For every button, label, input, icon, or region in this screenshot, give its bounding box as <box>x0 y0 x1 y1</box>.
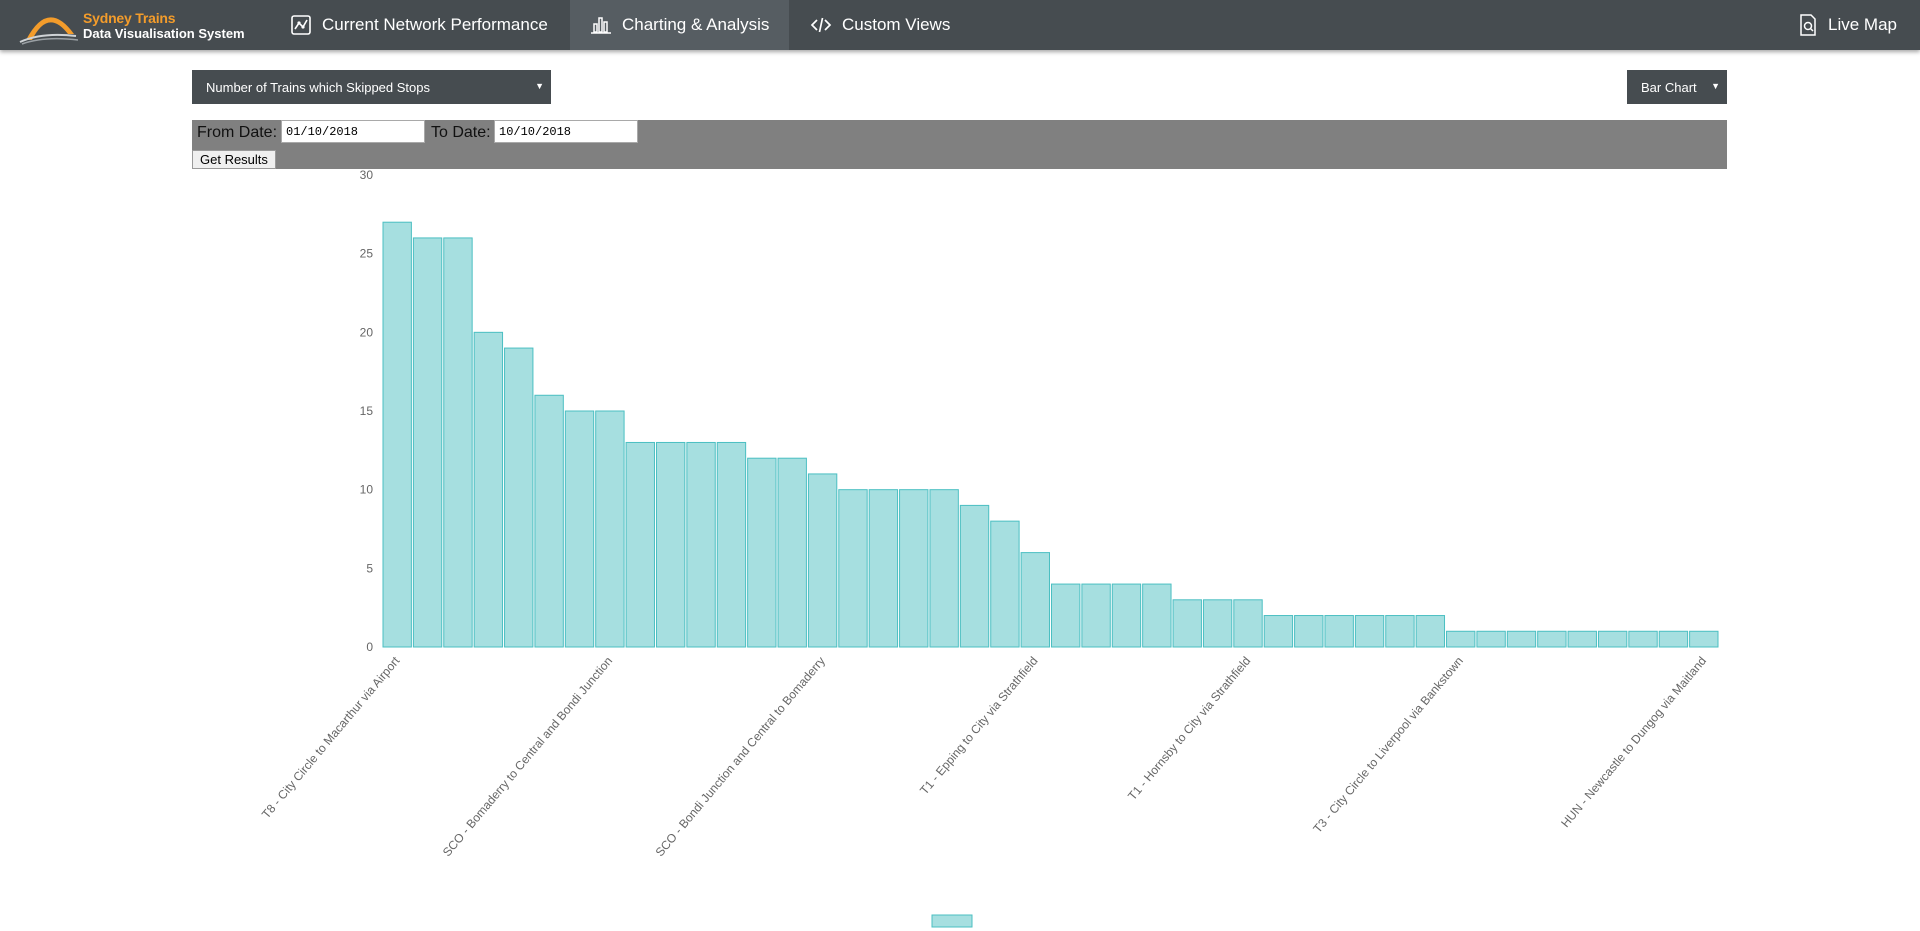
y-tick-label: 30 <box>360 168 374 182</box>
arch-logo-icon <box>19 17 79 45</box>
bar[interactable] <box>382 221 412 648</box>
bar[interactable] <box>1324 615 1354 648</box>
bar[interactable] <box>686 441 716 648</box>
bar[interactable] <box>1020 552 1051 648</box>
x-tick-label: T8 - City Circle to Macarthur via Airpor… <box>259 653 403 821</box>
bar[interactable] <box>1597 630 1628 648</box>
x-axis-labels: T8 - City Circle to Macarthur via Airpor… <box>259 653 1709 859</box>
bar[interactable] <box>534 394 564 648</box>
bar[interactable] <box>625 441 655 648</box>
y-tick-label: 0 <box>366 640 373 654</box>
bar[interactable] <box>959 504 990 648</box>
x-tick-label: SCO - Bondi Junction and Central to Boma… <box>653 654 828 859</box>
nav-custom-views[interactable]: Custom Views <box>810 0 950 50</box>
y-tick-label: 5 <box>366 561 373 575</box>
bar[interactable] <box>1567 630 1597 648</box>
network-map-icon <box>291 15 311 35</box>
brand-subtitle: Data Visualisation System <box>83 26 245 41</box>
bar[interactable] <box>655 441 686 648</box>
bar[interactable] <box>1294 615 1324 648</box>
get-results-button[interactable]: Get Results <box>192 150 276 169</box>
y-tick-label: 25 <box>360 247 374 261</box>
bar[interactable] <box>838 489 868 648</box>
chart-type-select[interactable]: Bar Chart ▼ <box>1627 70 1727 104</box>
bar[interactable] <box>1263 615 1294 648</box>
nav-charting-analysis[interactable]: Charting & Analysis <box>570 0 790 50</box>
chart-type-value: Bar Chart <box>1641 79 1697 95</box>
bar[interactable] <box>1202 599 1233 648</box>
bar[interactable] <box>1233 599 1263 648</box>
code-icon <box>810 17 832 33</box>
bar[interactable] <box>1506 630 1537 648</box>
bar[interactable] <box>1142 583 1172 648</box>
metric-select[interactable]: Number of Trains which Skipped Stops ▼ <box>192 70 551 104</box>
bar[interactable] <box>747 457 777 648</box>
x-tick-label: T3 - City Circle to Liverpool via Bankst… <box>1310 654 1466 836</box>
bar[interactable] <box>1385 615 1415 648</box>
top-nav-bar: Sydney Trains Data Visualisation System … <box>0 0 1920 50</box>
from-date-label: From Date: <box>197 124 278 141</box>
x-tick-label: SCO - Bomaderry to Central and Bondi Jun… <box>440 654 615 859</box>
y-tick-label: 10 <box>360 483 374 497</box>
sydney-trains-logo[interactable]: Sydney Trains Data Visualisation System <box>18 4 268 46</box>
bar[interactable] <box>1658 630 1689 648</box>
bar[interactable] <box>1081 583 1111 648</box>
bar[interactable] <box>443 237 473 648</box>
bar[interactable] <box>504 347 534 648</box>
nav-label: Current Network Performance <box>322 15 548 34</box>
bar[interactable] <box>868 489 899 648</box>
bar[interactable] <box>1628 630 1658 648</box>
bar[interactable] <box>564 410 595 648</box>
chevron-down-icon: ▼ <box>1711 81 1720 91</box>
to-date-label: To Date: <box>431 124 491 141</box>
bar[interactable] <box>595 410 625 648</box>
brand-title: Sydney Trains <box>83 10 176 26</box>
nav-live-map[interactable]: Live Map <box>1798 0 1897 50</box>
nav-label: Charting & Analysis <box>622 15 770 34</box>
bar-series <box>382 221 1719 648</box>
metric-select-value: Number of Trains which Skipped Stops <box>206 79 430 95</box>
bar[interactable] <box>990 520 1020 648</box>
bar[interactable] <box>929 489 959 648</box>
bar-chart-icon <box>591 17 611 34</box>
bar[interactable] <box>1476 630 1506 648</box>
legend-swatch[interactable] <box>931 914 973 928</box>
bar[interactable] <box>1051 583 1081 648</box>
bar[interactable] <box>1354 615 1385 648</box>
nav-label: Live Map <box>1828 15 1897 34</box>
bar[interactable] <box>1689 630 1719 648</box>
from-date-input[interactable] <box>281 120 425 143</box>
bar[interactable] <box>1415 615 1446 648</box>
bar[interactable] <box>899 489 929 648</box>
chevron-down-icon: ▼ <box>535 81 544 91</box>
x-tick-label: T1 - Epping to City via Strathfield <box>917 654 1040 797</box>
y-axis: 0 5 10 15 20 25 30 <box>360 168 374 654</box>
bar[interactable] <box>1172 599 1202 648</box>
bar[interactable] <box>1446 630 1476 648</box>
legend[interactable] <box>931 914 973 928</box>
y-tick-label: 20 <box>360 325 374 339</box>
bar[interactable] <box>473 331 504 648</box>
document-search-icon <box>1800 14 1816 36</box>
to-date-input[interactable] <box>494 120 638 143</box>
x-tick-label: T1 - Hornsby to City via Strathfield <box>1125 654 1253 803</box>
bar[interactable] <box>412 237 443 648</box>
bar[interactable] <box>807 473 838 648</box>
bar[interactable] <box>777 457 807 648</box>
bar[interactable] <box>1537 630 1567 648</box>
y-tick-label: 15 <box>360 404 374 418</box>
nav-current-network-performance[interactable]: Current Network Performance <box>290 0 548 50</box>
date-filter-bar: From Date: To Date: Get Results <box>192 120 1727 169</box>
bar[interactable] <box>716 441 747 648</box>
bar[interactable] <box>1111 583 1142 648</box>
nav-label: Custom Views <box>842 15 951 34</box>
x-tick-label: HUN - Newcastle to Dungog via Maitland <box>1558 654 1709 830</box>
